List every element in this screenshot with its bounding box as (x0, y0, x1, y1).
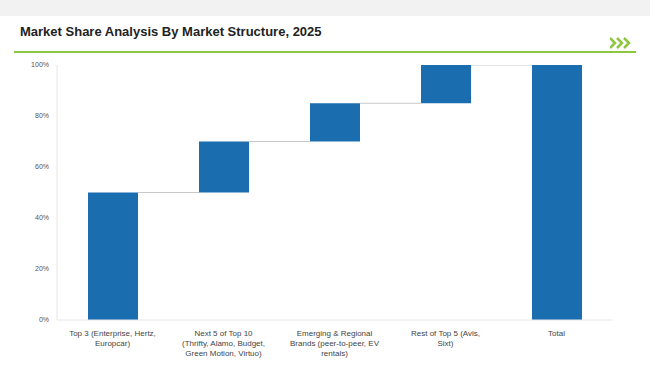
svg-text:100%: 100% (31, 61, 49, 68)
svg-text:Emerging & RegionalBrands (pee: Emerging & RegionalBrands (peer-to-peer,… (290, 329, 380, 358)
svg-text:Total: Total (548, 329, 565, 338)
svg-text:Rest of Top 5 (Avis,Sixt): Rest of Top 5 (Avis,Sixt) (411, 329, 480, 348)
svg-text:40%: 40% (35, 214, 49, 221)
svg-text:20%: 20% (35, 265, 49, 272)
html-text:Market Share Analysis By Marke: Market Share Analysis By Market Structur… (20, 24, 322, 39)
svg-text:80%: 80% (35, 112, 49, 119)
svg-text:Next 5 of Top 10(Thrifty, Alam: Next 5 of Top 10(Thrifty, Alamo, Budget,… (182, 329, 265, 358)
svg-text:Top 3 (Enterprise, Hertz,Europ: Top 3 (Enterprise, Hertz,Europcar) (69, 329, 156, 348)
svg-text:60%: 60% (35, 163, 49, 170)
svg-text:0%: 0% (39, 316, 49, 323)
